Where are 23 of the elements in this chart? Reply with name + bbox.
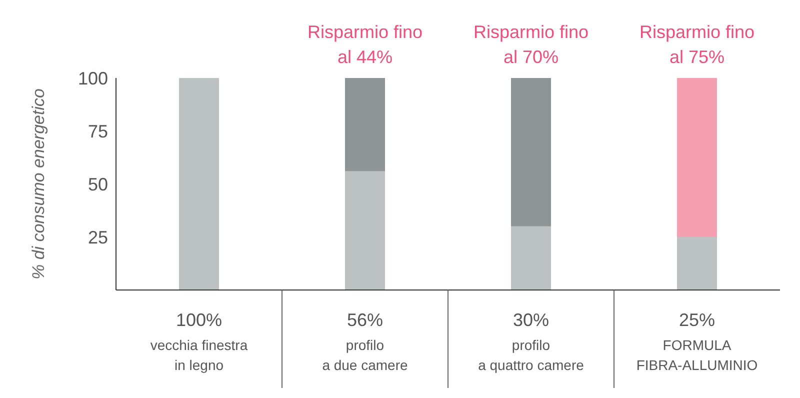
bar [345,78,385,172]
x-tick-label: profilo a quattro camere [478,337,584,373]
data-label: 30% [512,310,550,330]
y-tick-label: 25 [88,227,108,248]
bar [511,226,551,290]
data-label: Risparmio fino al 75% [639,22,755,67]
data-label: Risparmio fino al 44% [307,22,423,67]
data-label: Risparmio fino al 70% [473,22,589,67]
x-tick-label: FORMULA FIBRA-ALLUMINIO [636,337,758,373]
bar [511,78,551,226]
data-label: 100% [176,310,222,330]
bar [677,237,717,290]
bar [677,78,717,237]
bar [179,78,219,290]
bar [345,171,385,290]
y-tick-label: 100 [78,68,108,88]
data-label: 25% [678,310,716,330]
y-tick-label: 50 [88,174,108,194]
x-tick-label: vecchia finestra in legno [150,337,248,373]
data-label: 56% [346,310,384,330]
x-tick-label: profilo a due camere [322,337,408,373]
y-axis-title: % di consumo energetico [29,88,48,280]
y-tick-label: 75 [88,121,108,142]
